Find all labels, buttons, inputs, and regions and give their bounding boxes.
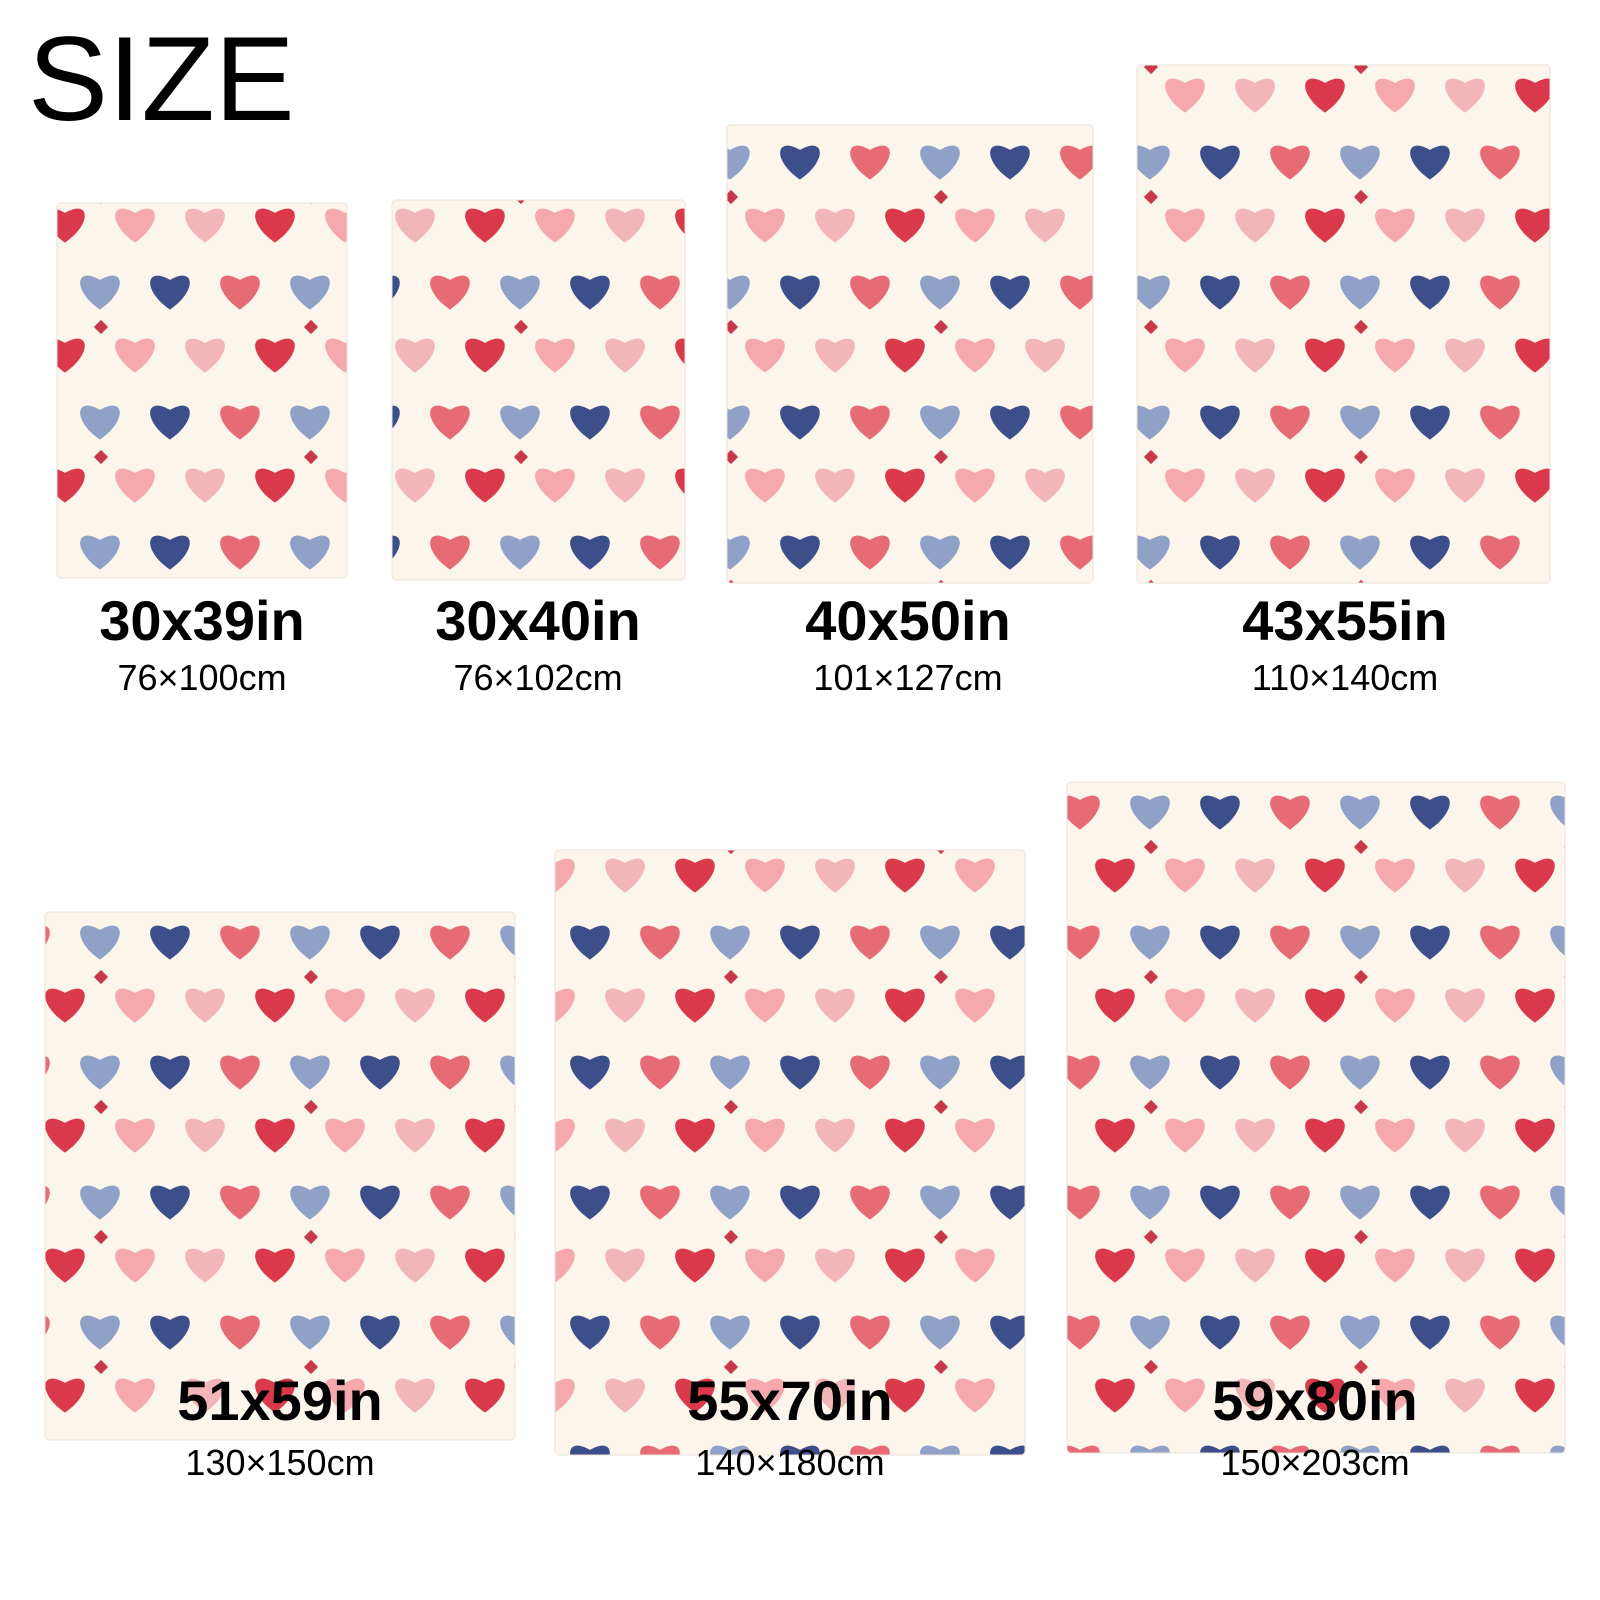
blanket-image (56, 202, 348, 579)
size-cm: 140×180cm (695, 1442, 884, 1483)
size-inches: 55x70in (687, 1369, 893, 1432)
size-cm: 150×203cm (1220, 1442, 1409, 1483)
size-inches: 40x50in (805, 589, 1011, 652)
size-inches: 59x80in (1212, 1369, 1418, 1432)
blanket-image (44, 911, 516, 1441)
size-cm: 130×150cm (185, 1442, 374, 1483)
blanket-image (554, 849, 1026, 1456)
size-cm: 101×127cm (813, 657, 1002, 698)
blanket-image (391, 199, 686, 581)
size-inches: 30x39in (99, 589, 305, 652)
blanket-image (726, 124, 1094, 584)
page-title: SIZE (28, 12, 295, 146)
blanket-image (1066, 781, 1566, 1454)
size-inches: 51x59in (177, 1369, 383, 1432)
size-cm: 76×102cm (453, 657, 622, 698)
size-inches: 30x40in (435, 589, 641, 652)
blanket-image (1136, 64, 1551, 584)
size-inches: 43x55in (1242, 589, 1448, 652)
size-cm: 110×140cm (1252, 657, 1438, 698)
size-cm: 76×100cm (117, 657, 286, 698)
